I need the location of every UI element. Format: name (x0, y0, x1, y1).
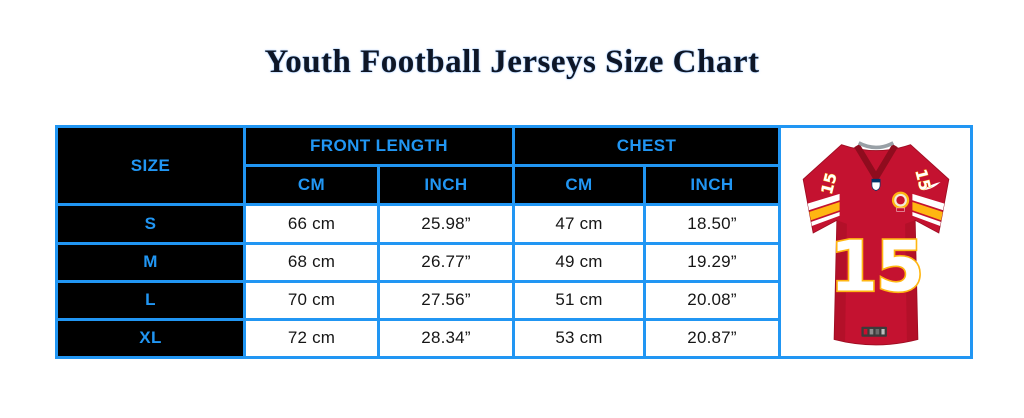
front-length-cm-header: CM (243, 164, 380, 207)
front-length-cm-value: 66 cm (243, 203, 380, 245)
size-label: L (55, 279, 246, 321)
table-row: L 70 cm 27.56” 51 cm 20.08” (55, 279, 972, 321)
table-row: M 68 cm 26.77” 49 cm 19.29” (55, 241, 972, 283)
nike-swoosh-icon (922, 182, 941, 191)
chest-cm-value: 53 cm (512, 317, 646, 360)
football-jersey-illustration: 15 15 15 (802, 141, 949, 346)
front-length-inch-value: 26.77” (377, 241, 515, 283)
chest-inch-value: 18.50” (643, 203, 781, 245)
shoulder-number-left: 15 (817, 171, 840, 196)
jersey-number: 15 (829, 227, 922, 307)
front-length-inch-value: 27.56” (377, 279, 515, 321)
size-label: S (55, 203, 246, 245)
front-length-cm-value: 70 cm (243, 279, 380, 321)
chest-cm-header: CM (512, 164, 646, 207)
chest-cm-value: 49 cm (512, 241, 646, 283)
size-label: M (55, 241, 246, 283)
front-length-cm-value: 72 cm (243, 317, 380, 360)
chest-inch-header: INCH (643, 164, 781, 207)
chest-cm-value: 47 cm (512, 203, 646, 245)
jock-tag (860, 326, 887, 337)
nfl-shield-logo (871, 178, 880, 191)
size-column-header: SIZE (55, 124, 246, 207)
front-length-inch-value: 28.34” (377, 317, 515, 360)
size-label: XL (55, 317, 246, 360)
team-patch (891, 191, 909, 212)
collar-inner-band (857, 141, 894, 150)
chest-group-header: CHEST (512, 124, 781, 168)
chest-cm-value: 51 cm (512, 279, 646, 321)
jersey-product-image: 15 15 15 (778, 125, 973, 359)
table-row: S 66 cm 25.98” 47 cm 18.50” (55, 203, 972, 245)
chest-inch-value: 20.87” (643, 317, 781, 360)
shoulder-number-right: 15 (911, 167, 934, 192)
size-chart-table: SIZE FRONT LENGTH CHEST (55, 124, 973, 360)
jersey-collar (853, 143, 898, 181)
chest-inch-value: 20.08” (643, 279, 781, 321)
front-length-inch-header: INCH (377, 164, 515, 207)
table-row: XL 72 cm 28.34” 53 cm 20.87” (55, 317, 972, 360)
front-length-inch-value: 25.98” (377, 203, 515, 245)
chest-inch-value: 19.29” (643, 241, 781, 283)
front-length-group-header: FRONT LENGTH (243, 124, 515, 168)
front-length-cm-value: 68 cm (243, 241, 380, 283)
page-title: Youth Football Jerseys Size Chart (264, 44, 760, 80)
